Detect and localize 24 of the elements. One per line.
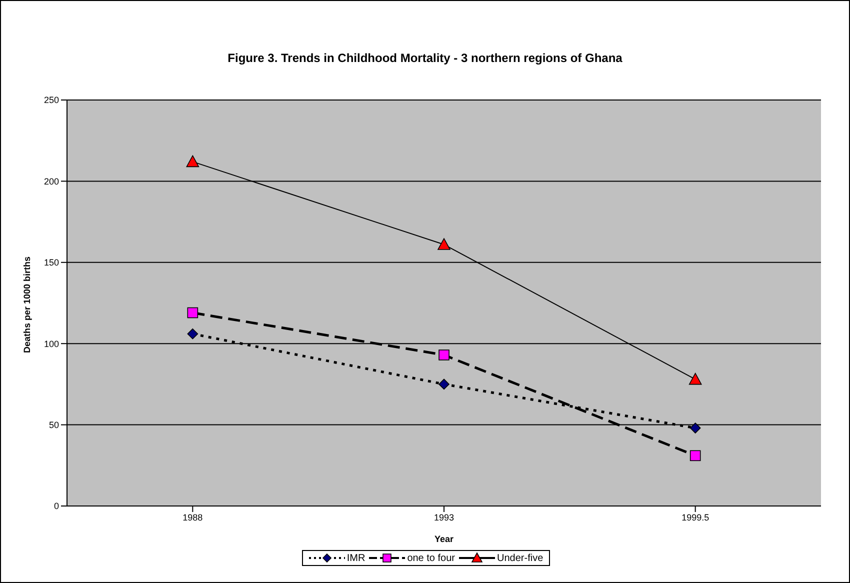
x-axis-title: Year — [434, 534, 454, 544]
point — [187, 307, 198, 318]
point — [690, 422, 701, 434]
y-axis-title: Deaths per 1000 births — [22, 256, 32, 353]
x-tick-label: 1988 — [182, 512, 203, 522]
y-tick-label: 200 — [44, 176, 59, 186]
legend-label: one to four — [407, 552, 455, 564]
y-tick-label: 100 — [44, 338, 59, 349]
x-tick-label: 1999.5 — [682, 512, 710, 522]
y-tick-label: 50 — [48, 420, 59, 430]
chart-title: Figure 3. Trends in Childhood Mortality - 3 northern regions of Ghana — [226, 51, 624, 65]
y-tick-label: 150 — [44, 258, 59, 268]
point — [438, 378, 450, 390]
point — [187, 328, 198, 340]
point — [690, 450, 701, 462]
x-tick-label: 1993 — [434, 512, 454, 522]
point — [438, 238, 450, 250]
y-tick-label: 250 — [44, 95, 59, 106]
y-tick-label: 0 — [54, 501, 59, 512]
point — [688, 372, 702, 385]
legend-label: Under-five — [497, 552, 544, 564]
point — [438, 350, 450, 360]
legend-label: IMR — [346, 552, 366, 564]
point — [186, 155, 200, 168]
